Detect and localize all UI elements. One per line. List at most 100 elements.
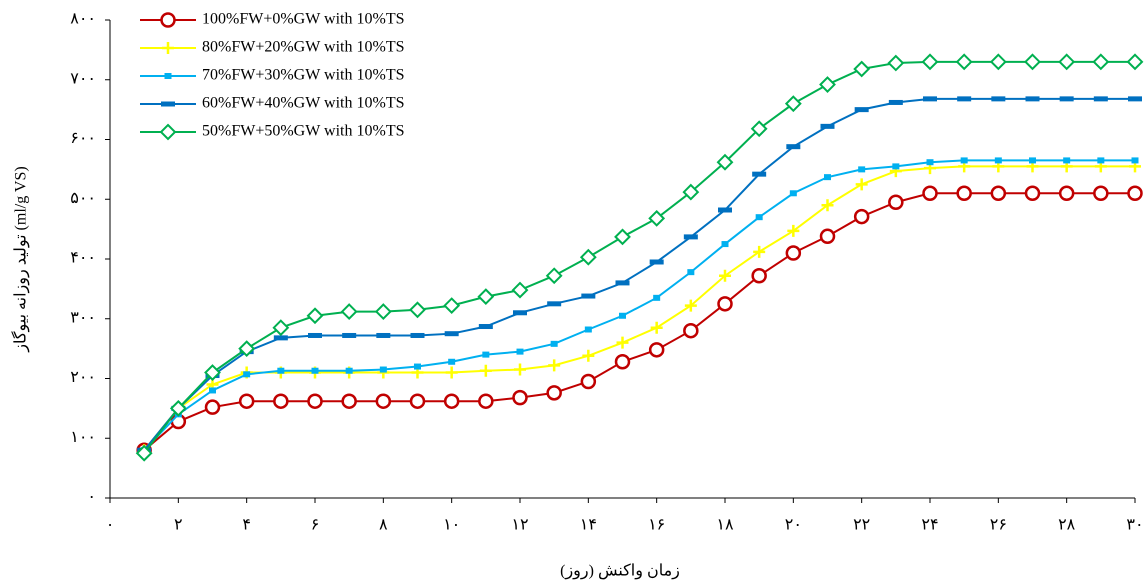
marker [684,299,697,312]
marker [922,185,938,202]
marker [345,367,353,374]
marker [755,214,763,221]
marker [1127,185,1143,202]
marker [482,351,490,358]
marker [854,107,869,113]
marker [443,393,460,409]
marker [1024,53,1041,71]
marker [649,259,664,265]
marker [614,354,631,370]
marker [414,363,421,370]
y-tick-label: ۵۰۰ [70,190,96,207]
marker [955,53,973,71]
marker [648,342,665,358]
marker [786,144,801,150]
marker [238,393,255,409]
marker [375,393,392,409]
marker [683,234,698,240]
marker [582,349,595,362]
marker [548,359,561,372]
x-tick-label: ۶ [311,517,320,534]
y-tick-label: ۱۰۰ [70,429,96,446]
marker [204,399,221,415]
marker [1058,53,1076,71]
marker [1126,53,1144,71]
marker [1097,157,1105,164]
x-tick-label: ۱۴ [580,517,597,534]
legend-label: 80%FW+20%GW with 10%TS [202,39,405,56]
x-tick-label: ۲۶ [990,517,1007,534]
marker [277,367,285,374]
marker [243,371,251,378]
marker [719,269,731,282]
marker [957,96,972,102]
x-tick-label: ۰ [106,517,115,534]
marker [546,385,562,401]
x-tick-label: ۸ [379,517,388,534]
legend-marker [159,123,177,141]
y-tick-label: ۶۰۰ [70,130,96,147]
marker [273,335,288,341]
marker [581,293,596,299]
marker [342,332,357,338]
marker [824,174,831,181]
marker [307,393,323,409]
x-tick-label: ۲۰ [785,517,802,534]
marker [478,324,493,330]
marker [853,60,871,78]
marker [579,248,597,266]
y-tick-label: ۴۰۰ [70,250,96,267]
marker [991,96,1006,102]
marker [855,178,868,191]
marker [785,245,802,261]
marker [687,269,695,276]
x-tick-label: ۳۰ [1126,517,1143,534]
marker [479,364,492,377]
marker [888,194,904,210]
marker [209,387,216,394]
marker [752,171,767,177]
y-tick-label: ۳۰۰ [70,309,96,326]
marker [547,301,562,307]
series-line [143,159,1135,451]
marker [512,389,528,406]
marker [204,364,221,381]
marker [614,228,631,246]
marker [956,185,972,202]
marker [989,53,1007,71]
series-line [143,192,1135,451]
marker [1128,96,1142,102]
marker [789,190,797,197]
marker [1029,157,1036,164]
legend-label: 50%FW+50%GW with 10%TS [202,123,405,140]
marker [784,95,802,113]
marker [653,294,661,301]
marker [887,54,905,72]
x-tick-label: ۱۸ [716,517,734,534]
marker [238,340,256,358]
x-tick-label: ۲۲ [853,517,870,534]
marker [888,99,903,105]
marker [750,120,768,138]
marker [1063,157,1071,164]
marker [516,348,524,355]
marker [511,281,529,299]
y-tick-label: ۸۰۰ [70,11,96,28]
x-tick-label: ۴ [242,517,251,534]
marker [513,310,527,316]
marker [545,267,563,285]
marker [960,157,968,164]
x-axis-title: زمان واکنش (روز) [560,563,680,580]
marker [379,366,387,373]
marker [1024,185,1041,202]
marker [718,207,732,213]
marker [853,208,870,225]
marker [1093,185,1109,202]
marker [650,321,663,334]
marker [990,185,1007,202]
marker [341,393,357,409]
marker [477,288,495,306]
marker [1093,96,1108,102]
legend-label: 60%FW+40%GW with 10%TS [202,95,405,112]
